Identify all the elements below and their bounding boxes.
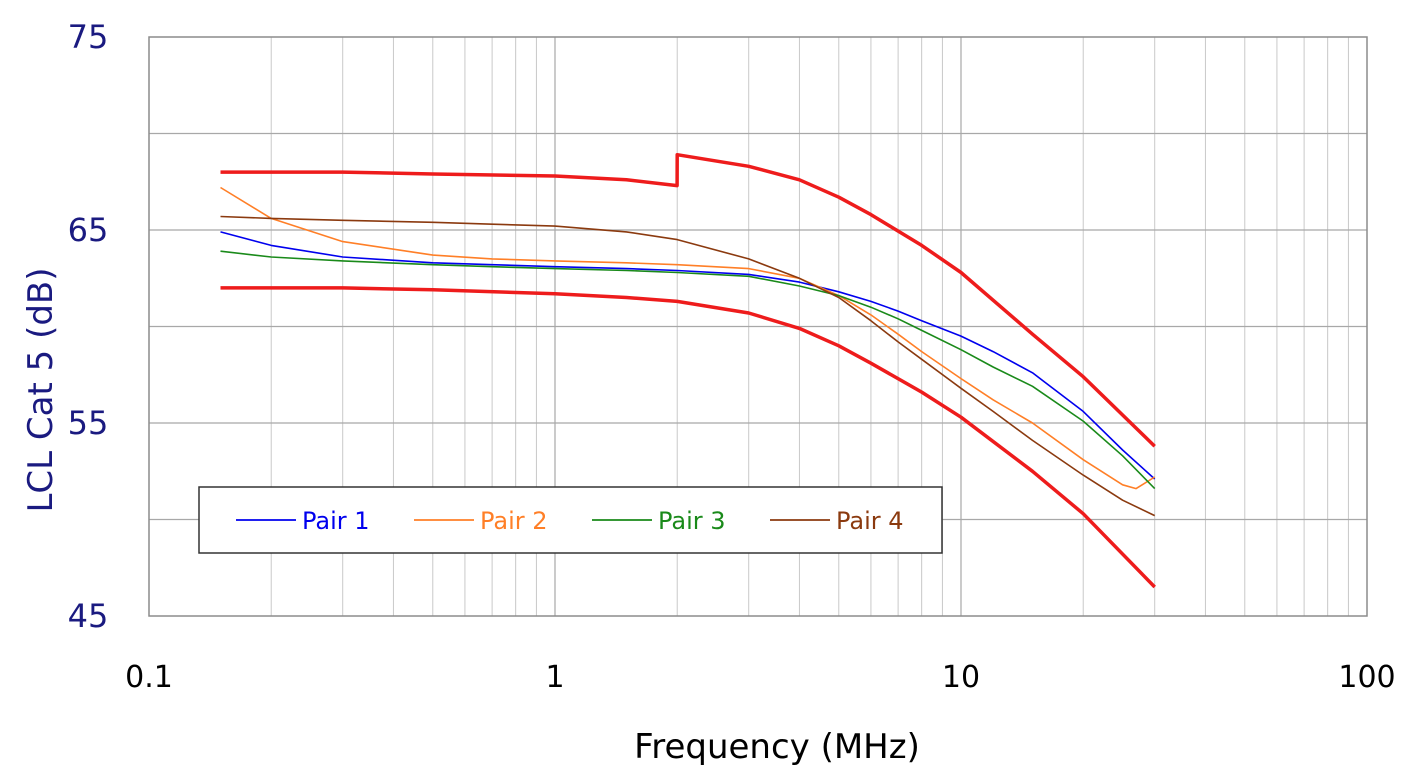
limit-line [220, 286, 1156, 589]
plot-area-border [148, 36, 1368, 617]
legend-label: Pair 3 [658, 507, 726, 535]
legend: Pair 1 Pair 2 Pair 3 Pair 4 [198, 486, 943, 554]
y-tick-label: 65 [68, 211, 109, 249]
series-line-3 [220, 250, 1156, 490]
x-axis-title: Frequency (MHz) [634, 727, 920, 767]
legend-label: Pair 1 [302, 507, 370, 535]
x-tick-label: 1 [545, 660, 564, 695]
y-tick-label: 45 [68, 597, 109, 635]
y-tick-labels: 45 55 65 75 [68, 18, 109, 635]
y-tick-label: 75 [68, 18, 109, 56]
legend-label: Pair 4 [836, 507, 904, 535]
limit-line [220, 152, 1156, 448]
x-tick-label: 10 [942, 660, 980, 695]
series-line-4 [220, 215, 1156, 517]
legend-label: Pair 2 [480, 507, 548, 535]
x-tick-label: 100 [1338, 660, 1395, 695]
x-tick-labels: 0.1 1 10 100 [125, 660, 1395, 695]
y-tick-label: 55 [68, 404, 109, 442]
y-axis-title: LCL Cat 5 (dB) [21, 267, 61, 512]
series-lines [220, 152, 1156, 589]
x-tick-label: 0.1 [125, 660, 173, 695]
